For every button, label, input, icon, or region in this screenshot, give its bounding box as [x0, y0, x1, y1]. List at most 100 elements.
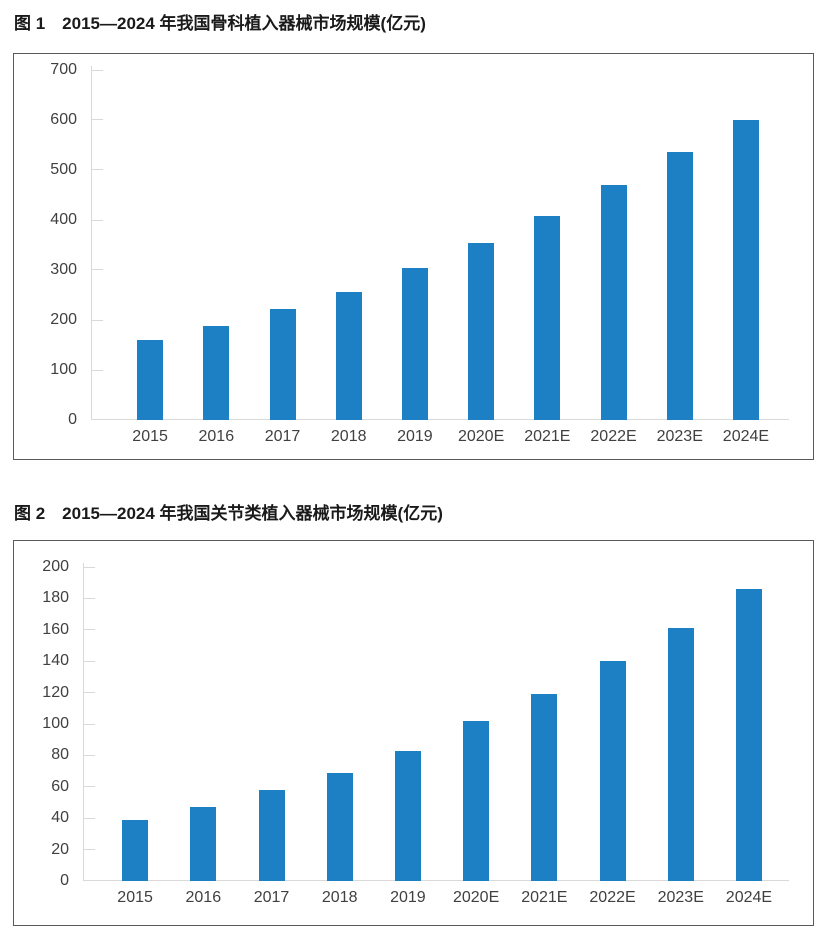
- y-axis-tick-label: 400: [50, 211, 77, 228]
- bar-2015: [137, 340, 164, 420]
- bar-2016: [203, 326, 230, 420]
- bar-slot: [715, 567, 783, 881]
- x-axis-tick-label: 2024E: [722, 428, 770, 445]
- bar-2023E: [667, 628, 694, 881]
- y-axis-tick-label: 140: [42, 652, 69, 670]
- x-axis-tick-label: 2017: [264, 428, 301, 445]
- bar-series: [83, 567, 789, 881]
- bar-2021E: [534, 216, 561, 420]
- x-axis-tick-label: 2020E: [457, 428, 505, 445]
- bar-slot: [374, 567, 442, 881]
- bar-slot: [448, 70, 514, 420]
- y-axis-tick-label: 80: [51, 746, 69, 764]
- plot-area: 0 20 40 60 80 100 120 140 160 180 200: [42, 559, 789, 889]
- y-axis-tick-label: 300: [50, 261, 77, 278]
- y-axis-tick-mark: [84, 723, 95, 725]
- bar-2020E: [468, 242, 495, 420]
- y-axis-line: [91, 66, 92, 420]
- y-axis-tick-label: 60: [51, 777, 69, 795]
- x-axis-line: [91, 419, 789, 420]
- bar-series: [91, 70, 789, 420]
- x-axis-tick-label: 2024E: [725, 889, 773, 906]
- bar-2022E: [600, 185, 627, 420]
- y-axis-tick-mark: [84, 849, 95, 851]
- bar-slot: [169, 567, 237, 881]
- y-axis-tick-mark: [92, 69, 103, 71]
- figure1-title: 图 1 2015—2024 年我国骨科植入器械市场规模(亿元): [14, 14, 426, 33]
- bar-2022E: [599, 661, 626, 881]
- y-axis-tick-mark: [92, 169, 103, 171]
- bar-2024E: [735, 588, 762, 881]
- bar-2015: [122, 819, 149, 881]
- x-axis-line: [83, 880, 789, 881]
- x-axis-tick-label: 2019: [397, 428, 433, 445]
- x-axis-tick-label: 2022E: [590, 428, 637, 445]
- x-axis-tick-label: 2015: [132, 428, 168, 445]
- bar-slot: [382, 70, 448, 420]
- y-axis-tick-label: 700: [50, 61, 77, 78]
- y-axis-tick-label: 200: [50, 311, 77, 328]
- y-axis-tick-mark: [84, 597, 95, 599]
- x-axis-tick-label: 2017: [253, 889, 290, 906]
- bar-slot: [647, 70, 713, 420]
- y-axis-tick-mark: [92, 219, 103, 221]
- bar-2019: [394, 750, 421, 881]
- x-axis-tick-label: 2016: [185, 889, 222, 906]
- y-axis-tick-mark: [92, 119, 103, 121]
- x-axis-tick-label: 2019: [390, 889, 426, 906]
- x-axis-tick-label: 2020E: [452, 889, 500, 906]
- figure1-bar-chart: 0 100 200 300 400 500 600 700 2015 2016 2017 2018 20…: [13, 53, 814, 460]
- bar-slot: [183, 70, 249, 420]
- bar-slot: [306, 567, 374, 881]
- y-axis-tick-label: 120: [42, 683, 69, 701]
- y-axis-tick-label: 200: [42, 558, 69, 575]
- x-axis-tick-label: 2018: [321, 889, 358, 906]
- x-axis-tick-label: 2023E: [656, 428, 703, 445]
- y-axis-tick-label: 100: [42, 715, 69, 732]
- bar-slot: [578, 567, 646, 881]
- bar-slot: [117, 70, 183, 420]
- x-axis-tick-label: 2022E: [589, 889, 636, 906]
- bar-2017: [258, 789, 285, 881]
- bar-2024E: [732, 120, 759, 420]
- figure2-title: 图 2 2015—2024 年我国关节类植入器械市场规模(亿元): [14, 504, 443, 523]
- y-axis-tick-mark: [84, 692, 95, 694]
- y-axis-tick-label: 180: [42, 589, 69, 607]
- bar-2018: [335, 291, 362, 420]
- y-axis-line: [83, 563, 84, 881]
- bar-slot: [442, 567, 510, 881]
- y-axis-tick-label: 500: [50, 161, 77, 178]
- x-axis-tick-label: 2016: [198, 428, 235, 445]
- y-axis-tick-label: 600: [50, 111, 77, 128]
- y-axis-tick-mark: [92, 319, 103, 321]
- y-axis-tick-label: 100: [50, 361, 77, 378]
- x-axis-labels: 2015 2016 2017 2018 2019 2020E 2021E 2022E 2023E…: [91, 428, 789, 446]
- x-axis-tick-label: 2021E: [521, 889, 568, 906]
- y-axis-tick-mark: [92, 369, 103, 371]
- x-axis-tick-label: 2021E: [524, 428, 571, 445]
- bar-2023E: [666, 151, 693, 420]
- y-axis-tick-label: 20: [51, 840, 69, 858]
- y-axis-tick-mark: [84, 566, 95, 568]
- bar-slot: [713, 70, 779, 420]
- bar-slot: [580, 70, 646, 420]
- bar-slot: [647, 567, 715, 881]
- x-axis-tick-label: 2023E: [657, 889, 704, 906]
- bar-slot: [237, 567, 305, 881]
- plot-area: 0 100 200 300 400 500 600 700: [50, 62, 789, 428]
- bar-2021E: [531, 694, 558, 881]
- bar-2020E: [463, 720, 490, 881]
- bar-slot: [514, 70, 580, 420]
- y-axis-tick-mark: [84, 786, 95, 788]
- y-axis-tick-mark: [84, 629, 95, 631]
- bar-2018: [326, 772, 353, 881]
- y-axis-tick-label: 40: [51, 809, 69, 827]
- y-axis-tick-label: 0: [68, 411, 77, 428]
- x-axis-labels: 2015 2016 2017 2018 2019 2020E 2021E 2022E 2023E…: [83, 889, 789, 907]
- bar-slot: [249, 70, 315, 420]
- bar-slot: [510, 567, 578, 881]
- bar-slot: [101, 567, 169, 881]
- y-axis-tick-mark: [92, 269, 103, 271]
- y-axis-tick-label: 0: [60, 872, 69, 889]
